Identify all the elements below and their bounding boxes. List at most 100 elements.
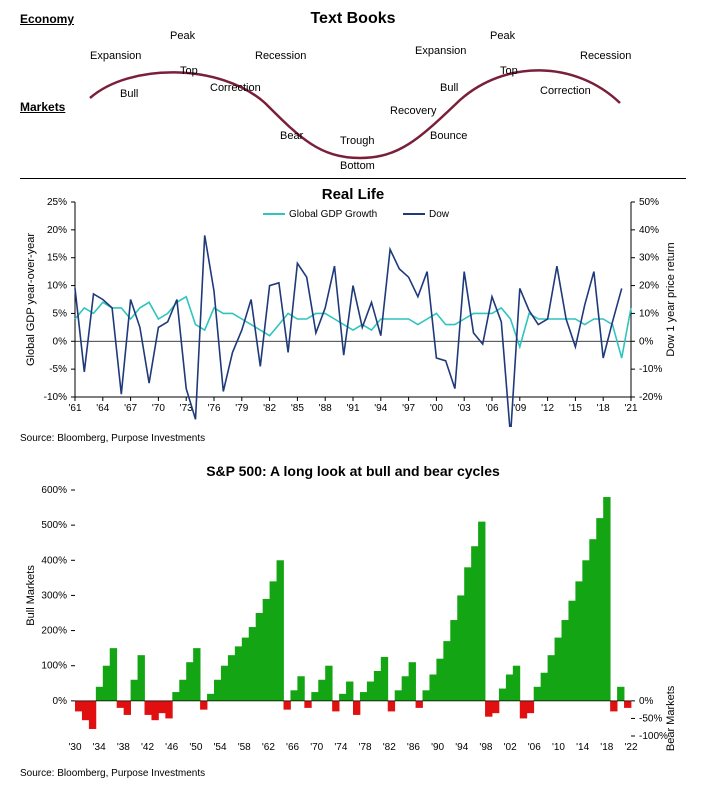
svg-text:Global GDP Growth: Global GDP Growth [289, 209, 377, 220]
svg-text:100%: 100% [41, 661, 67, 672]
svg-text:'34: '34 [93, 742, 106, 753]
reallife-panel: Real Life -10% -5% 0% 5% 10% 15% 20% 25% -20% -10%… [20, 187, 686, 444]
cycle-label: Recession [255, 50, 306, 62]
svg-text:Dow 1 year price return: Dow 1 year price return [665, 242, 677, 356]
cycle-label: Recession [580, 50, 631, 62]
svg-text:'09: '09 [513, 403, 526, 414]
sp500-panel: S&P 500: A long look at bull and bear cy… [20, 462, 686, 779]
svg-text:50%: 50% [639, 197, 659, 208]
svg-text:'14: '14 [576, 742, 589, 753]
svg-text:'18: '18 [597, 403, 610, 414]
svg-text:'82: '82 [383, 742, 396, 753]
cycle-label: Top [500, 65, 518, 77]
svg-text:'91: '91 [346, 403, 359, 414]
economy-heading: Economy [20, 12, 74, 26]
svg-text:'76: '76 [207, 403, 220, 414]
svg-text:500%: 500% [41, 520, 67, 531]
svg-text:200%: 200% [41, 626, 67, 637]
cycle-label: Correction [540, 85, 591, 97]
svg-text:'02: '02 [504, 742, 517, 753]
svg-text:10%: 10% [639, 308, 659, 319]
svg-text:40%: 40% [639, 225, 659, 236]
cycle-label: Correction [210, 82, 261, 94]
svg-text:'86: '86 [407, 742, 420, 753]
svg-text:-100%: -100% [639, 731, 668, 742]
svg-text:0%: 0% [53, 336, 68, 347]
svg-text:'70: '70 [310, 742, 323, 753]
cycle-label: Expansion [90, 50, 141, 62]
reallife-source: Source: Bloomberg, Purpose Investments [20, 433, 686, 444]
svg-text:'10: '10 [552, 742, 565, 753]
svg-text:'97: '97 [402, 403, 415, 414]
svg-text:'66: '66 [286, 742, 299, 753]
cycle-label: Peak [170, 30, 195, 42]
svg-text:5%: 5% [53, 308, 68, 319]
svg-text:'06: '06 [528, 742, 541, 753]
svg-text:0%: 0% [639, 696, 654, 707]
svg-text:'79: '79 [235, 403, 248, 414]
svg-text:Global GDP year-over-year: Global GDP year-over-year [25, 233, 37, 366]
cycle-label: Bottom [340, 160, 375, 172]
svg-text:0%: 0% [53, 696, 68, 707]
svg-text:'62: '62 [262, 742, 275, 753]
svg-text:25%: 25% [47, 197, 67, 208]
svg-text:0%: 0% [639, 336, 654, 347]
sp500-source: Source: Bloomberg, Purpose Investments [20, 768, 686, 779]
svg-text:'58: '58 [238, 742, 251, 753]
cycle-label: Bear [280, 130, 303, 142]
cycle-label: Trough [340, 135, 374, 147]
cycle-label: Bull [120, 88, 138, 100]
cycle-label: Bounce [430, 130, 467, 142]
svg-text:-10%: -10% [639, 364, 662, 375]
svg-text:-50%: -50% [639, 713, 662, 724]
svg-text:Bull Markets: Bull Markets [25, 565, 37, 626]
reallife-chart: Real Life -10% -5% 0% 5% 10% 15% 20% 25% -20% -10%… [20, 187, 686, 427]
svg-text:-10%: -10% [44, 392, 67, 403]
svg-text:Bear Markets: Bear Markets [665, 685, 677, 751]
svg-text:'03: '03 [458, 403, 471, 414]
svg-text:'78: '78 [359, 742, 372, 753]
svg-text:'46: '46 [165, 742, 178, 753]
svg-text:'21: '21 [624, 403, 637, 414]
svg-text:'18: '18 [600, 742, 613, 753]
svg-text:'30: '30 [68, 742, 81, 753]
markets-heading: Markets [20, 100, 65, 114]
svg-text:'38: '38 [117, 742, 130, 753]
svg-text:15%: 15% [47, 253, 67, 264]
svg-text:'54: '54 [214, 742, 227, 753]
svg-text:-20%: -20% [639, 392, 662, 403]
textbooks-title: Text Books [20, 10, 686, 28]
svg-text:600%: 600% [41, 485, 67, 496]
svg-text:'94: '94 [455, 742, 468, 753]
svg-text:10%: 10% [47, 281, 67, 292]
svg-text:'98: '98 [479, 742, 492, 753]
svg-text:'88: '88 [319, 403, 332, 414]
svg-text:20%: 20% [639, 281, 659, 292]
svg-text:'67: '67 [124, 403, 137, 414]
cycle-label: Top [180, 65, 198, 77]
svg-text:'74: '74 [334, 742, 347, 753]
cycle-label: Recovery [390, 105, 436, 117]
svg-text:'90: '90 [431, 742, 444, 753]
sp500-chart: S&P 500: A long look at bull and bear cy… [20, 462, 686, 762]
svg-text:'15: '15 [569, 403, 582, 414]
svg-text:'12: '12 [541, 403, 554, 414]
svg-text:'50: '50 [189, 742, 202, 753]
svg-text:30%: 30% [639, 253, 659, 264]
svg-text:'64: '64 [96, 403, 109, 414]
svg-text:'06: '06 [485, 403, 498, 414]
cycle-label: Expansion [415, 45, 466, 57]
svg-text:'94: '94 [374, 403, 387, 414]
svg-text:Real Life: Real Life [322, 187, 385, 203]
svg-text:'85: '85 [291, 403, 304, 414]
svg-text:S&P 500: A long look at bull a: S&P 500: A long look at bull and bear cy… [206, 463, 500, 479]
svg-text:20%: 20% [47, 225, 67, 236]
svg-text:300%: 300% [41, 590, 67, 601]
svg-text:'42: '42 [141, 742, 154, 753]
svg-text:'00: '00 [430, 403, 443, 414]
svg-text:Dow: Dow [429, 209, 450, 220]
svg-text:'61: '61 [68, 403, 81, 414]
cycle-label: Bull [440, 82, 458, 94]
svg-text:-5%: -5% [49, 364, 67, 375]
svg-text:'22: '22 [624, 742, 637, 753]
